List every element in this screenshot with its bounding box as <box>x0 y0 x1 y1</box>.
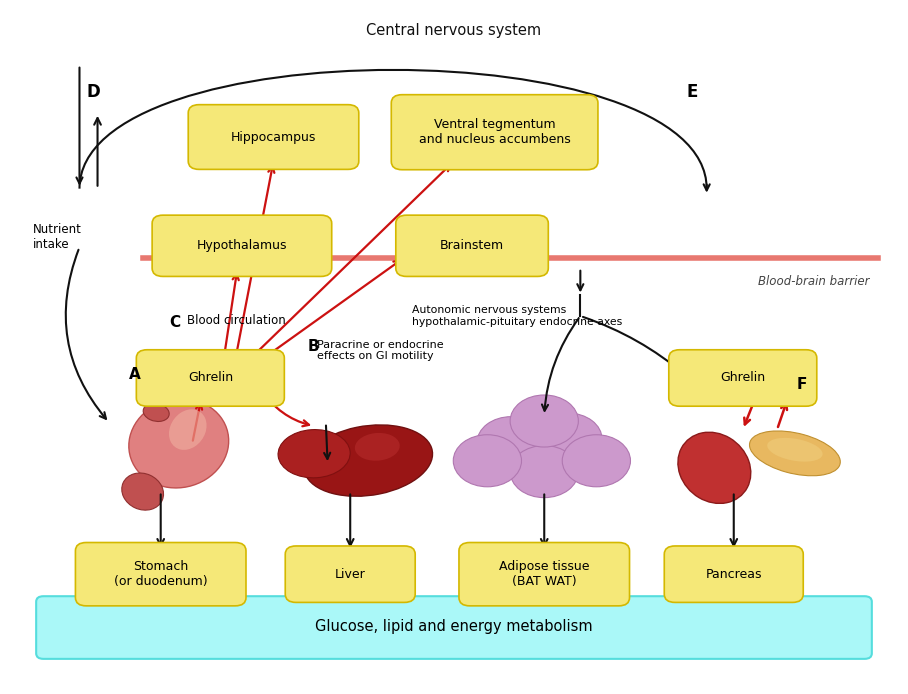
Text: F: F <box>797 378 807 392</box>
Text: Ventral tegmentum
and nucleus accumbens: Ventral tegmentum and nucleus accumbens <box>419 118 570 146</box>
FancyBboxPatch shape <box>75 543 246 606</box>
Text: Stomach
(or duodenum): Stomach (or duodenum) <box>114 560 208 589</box>
Ellipse shape <box>749 431 840 476</box>
FancyBboxPatch shape <box>669 350 817 406</box>
Ellipse shape <box>129 399 229 488</box>
Text: Ghrelin: Ghrelin <box>720 371 765 384</box>
Ellipse shape <box>169 409 206 450</box>
FancyBboxPatch shape <box>153 215 331 276</box>
Text: C: C <box>170 315 181 330</box>
Circle shape <box>534 413 602 465</box>
FancyBboxPatch shape <box>665 546 804 602</box>
FancyBboxPatch shape <box>391 94 598 170</box>
Text: Blood circulation: Blood circulation <box>187 314 286 328</box>
FancyBboxPatch shape <box>285 546 415 602</box>
Text: Blood-brain barrier: Blood-brain barrier <box>757 275 869 288</box>
Ellipse shape <box>143 403 169 421</box>
Text: Brainstem: Brainstem <box>440 239 504 253</box>
Ellipse shape <box>278 430 350 478</box>
FancyBboxPatch shape <box>459 543 629 606</box>
Text: Glucose, lipid and energy metabolism: Glucose, lipid and energy metabolism <box>315 619 593 634</box>
Circle shape <box>477 416 545 468</box>
Circle shape <box>510 446 578 498</box>
FancyBboxPatch shape <box>188 105 359 169</box>
Text: Central nervous system: Central nervous system <box>367 24 541 38</box>
Text: E: E <box>686 83 698 101</box>
Text: Paracrine or endocrine
effects on GI motility: Paracrine or endocrine effects on GI mot… <box>317 339 443 362</box>
FancyBboxPatch shape <box>136 350 284 406</box>
Text: Hypothalamus: Hypothalamus <box>197 239 287 253</box>
Ellipse shape <box>304 425 432 496</box>
Circle shape <box>453 434 521 486</box>
Text: B: B <box>308 339 320 355</box>
Text: Autonomic nervous systems
hypothalamic-pituitary endocrine axes: Autonomic nervous systems hypothalamic-p… <box>412 305 622 327</box>
Text: D: D <box>86 83 101 101</box>
Text: Hippocampus: Hippocampus <box>231 130 316 144</box>
FancyBboxPatch shape <box>396 215 548 276</box>
FancyBboxPatch shape <box>36 596 872 659</box>
Ellipse shape <box>122 473 163 510</box>
Text: Pancreas: Pancreas <box>706 568 762 581</box>
Text: Nutrient
intake: Nutrient intake <box>33 223 82 251</box>
Circle shape <box>510 395 578 447</box>
Ellipse shape <box>355 433 400 461</box>
Ellipse shape <box>678 432 751 503</box>
Text: Ghrelin: Ghrelin <box>188 371 233 384</box>
Ellipse shape <box>767 438 823 462</box>
Text: A: A <box>129 367 141 382</box>
Circle shape <box>562 434 630 486</box>
Text: Adipose tissue
(BAT WAT): Adipose tissue (BAT WAT) <box>499 560 589 589</box>
Text: Liver: Liver <box>335 568 366 581</box>
